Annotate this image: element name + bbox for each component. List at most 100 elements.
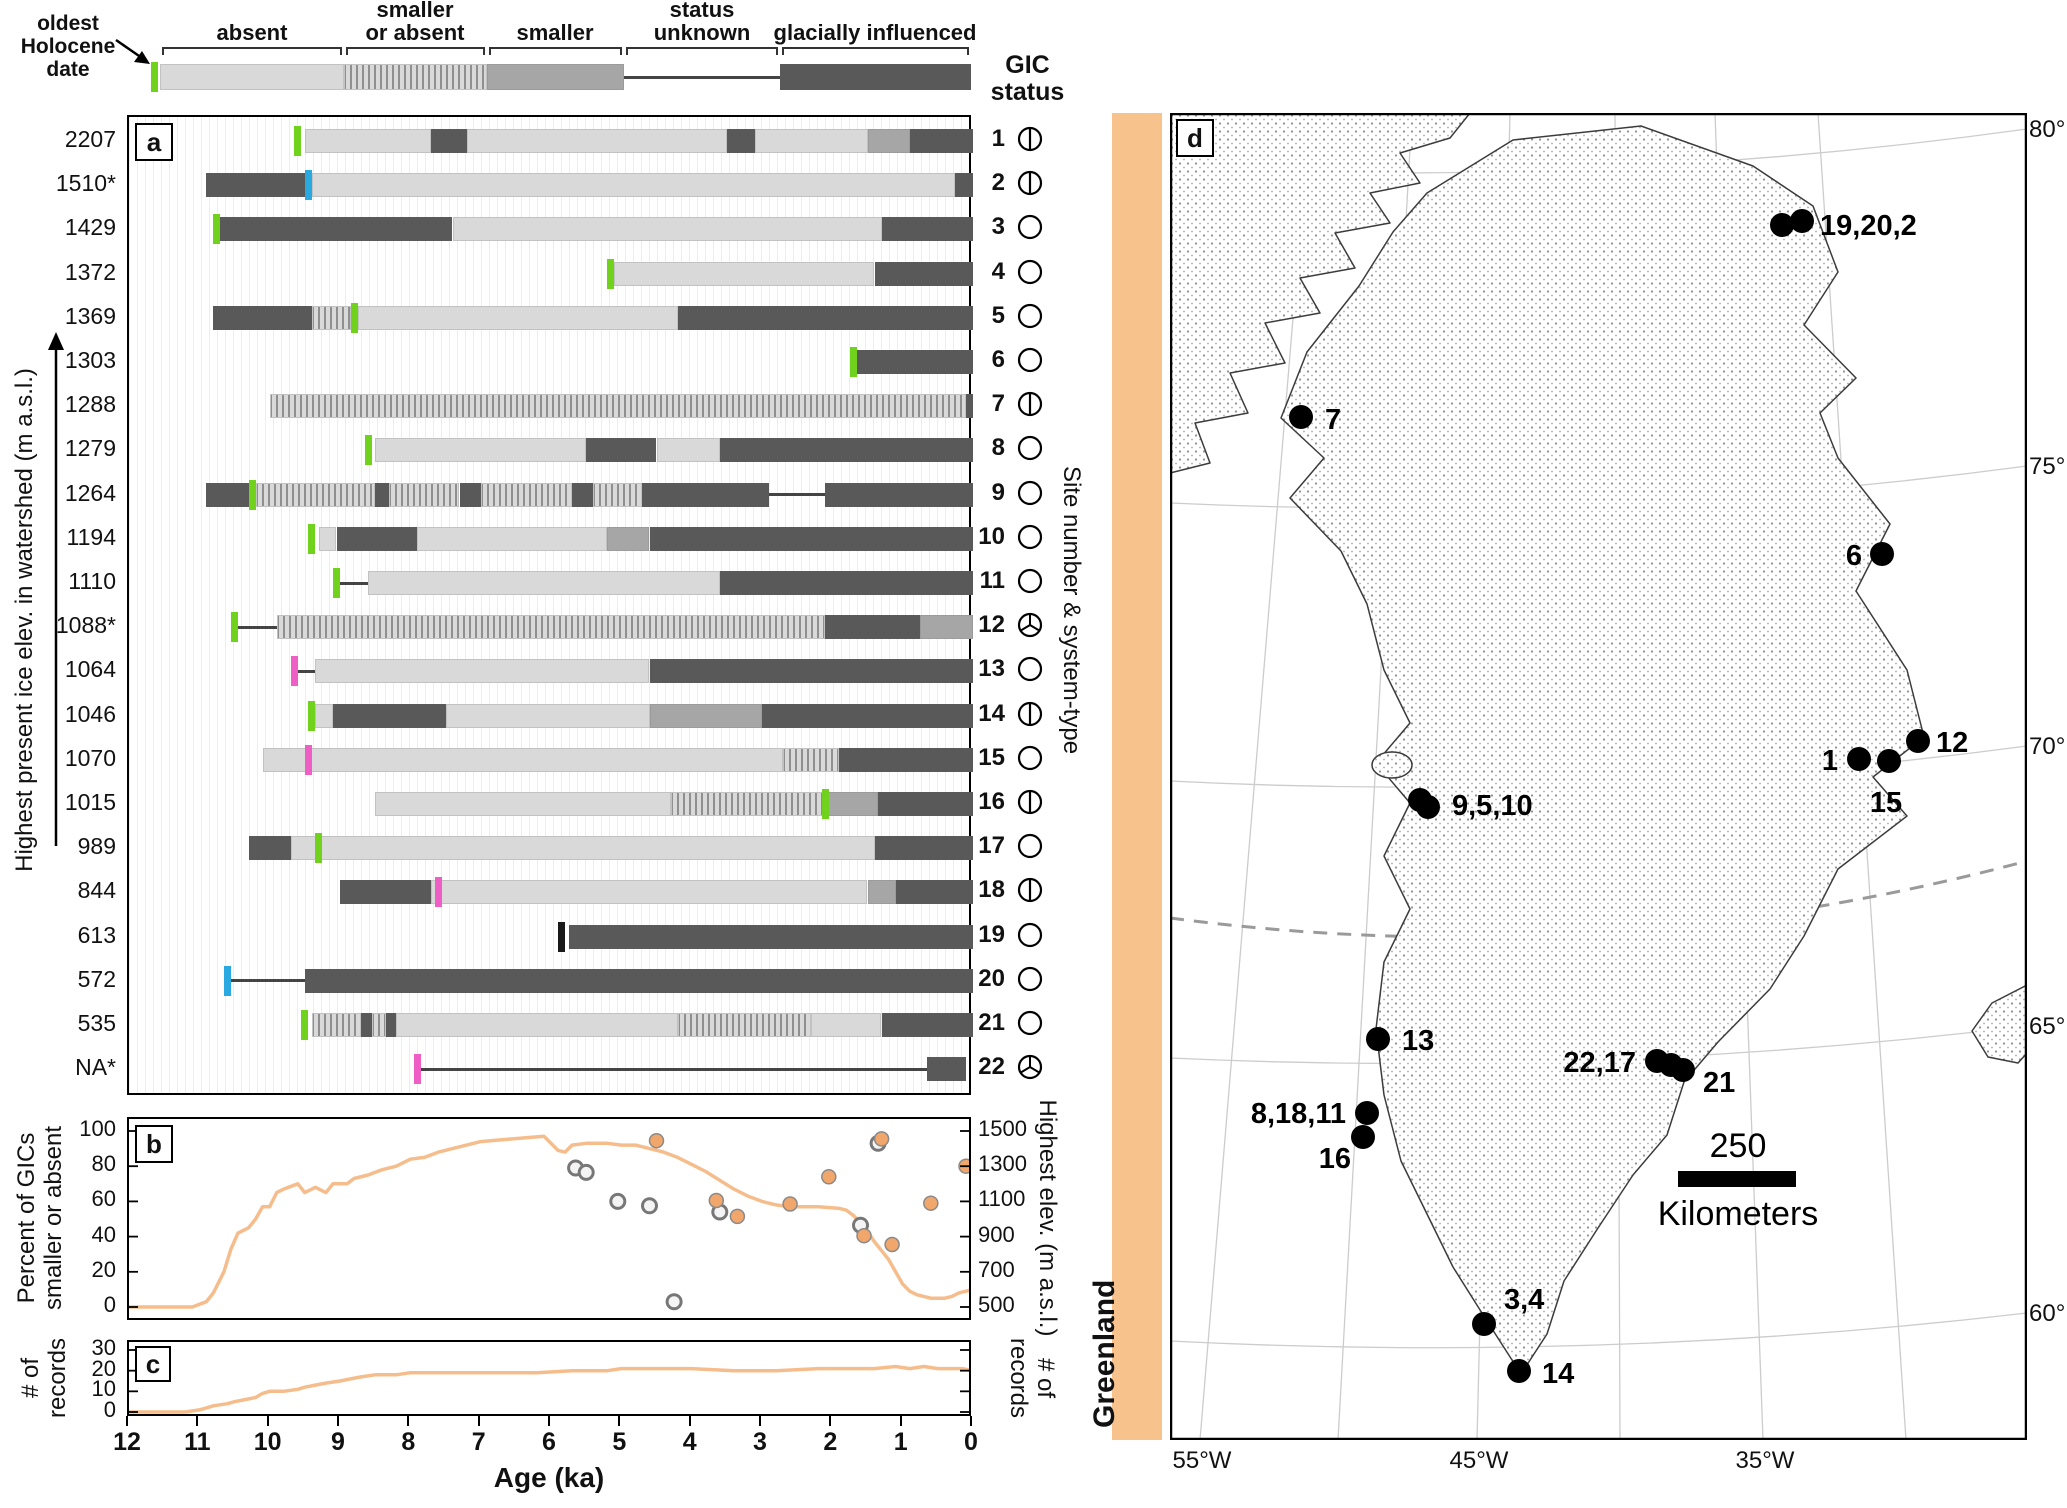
gic-segment-ab bbox=[445, 703, 650, 728]
system-type-tri-icon bbox=[1017, 1055, 1043, 1080]
site-number: 9 bbox=[991, 478, 1005, 506]
elevation-label: NA* bbox=[75, 1054, 116, 1081]
gic-segment-sa bbox=[276, 615, 826, 640]
gic-segment-ab bbox=[304, 129, 432, 153]
panel-b-right-tick-label: 1100 bbox=[978, 1186, 1026, 1212]
gic-segment-ab bbox=[290, 836, 875, 861]
elevation-dot-gray bbox=[641, 1197, 658, 1215]
elevation-label: 1279 bbox=[64, 435, 116, 462]
panel-b-left-tick-label: 20 bbox=[91, 1256, 116, 1282]
panel-b-right-tick-label: 900 bbox=[978, 1221, 1015, 1247]
scale-unit: Kilometers bbox=[1658, 1195, 1819, 1233]
system-type-vline-icon bbox=[1017, 701, 1043, 726]
x-tick-label: 2 bbox=[823, 1428, 838, 1456]
system-type-symbol bbox=[1015, 787, 1045, 817]
oldest-date-tick bbox=[213, 214, 221, 245]
site-number: 15 bbox=[978, 743, 1005, 771]
site-marker-label: 15 bbox=[1870, 787, 1902, 819]
legend-category-status-unknown: status unknown bbox=[653, 0, 751, 45]
gic-segment-ab bbox=[315, 703, 333, 728]
oldest-date-tick bbox=[607, 258, 615, 289]
map-frame bbox=[1169, 112, 2028, 1441]
oldest-date-arrow-icon bbox=[115, 38, 150, 64]
elevation-label: 613 bbox=[77, 921, 116, 948]
system-type-symbol bbox=[1015, 699, 1045, 729]
gic-segment-gl bbox=[719, 571, 973, 595]
gic-segment-gl bbox=[895, 880, 973, 905]
gic-segment-sa bbox=[783, 747, 840, 772]
site-number: 6 bbox=[991, 346, 1005, 373]
gic-segment-gl bbox=[909, 129, 973, 153]
elevation-label: 1110 bbox=[68, 568, 116, 594]
system-type-symbol bbox=[1015, 743, 1045, 773]
site-marker-dot bbox=[1472, 1312, 1496, 1336]
panel-a-plot bbox=[129, 117, 974, 1093]
gic-segment-sa bbox=[480, 482, 573, 507]
elevation-label: 1015 bbox=[64, 789, 116, 815]
gic-segment-gl bbox=[568, 924, 973, 949]
site-number: 8 bbox=[991, 434, 1005, 462]
site-marker-dot bbox=[1355, 1101, 1379, 1125]
x-tick-label: 9 bbox=[331, 1428, 345, 1456]
site-marker-dot bbox=[1416, 795, 1440, 819]
x-tick-label: 7 bbox=[471, 1428, 486, 1456]
gic-segment-sa bbox=[311, 305, 351, 330]
panel-c-left-tick-label: 10 bbox=[91, 1376, 116, 1402]
gic-segment-gl bbox=[304, 968, 973, 993]
oldest-date-tick bbox=[333, 568, 340, 598]
gic-segment-un bbox=[234, 625, 277, 629]
oldest-date-tick bbox=[231, 612, 238, 643]
x-tick-mark bbox=[477, 1416, 480, 1426]
gic-segment-sm bbox=[920, 615, 974, 640]
x-tick-mark bbox=[337, 1416, 339, 1426]
gic-segment-ab bbox=[417, 526, 608, 551]
panel-a: a bbox=[127, 115, 974, 1095]
panel-b-right-tick-label: 1500 bbox=[978, 1116, 1027, 1141]
greenland-band: Greenland bbox=[1088, 113, 1162, 1440]
panel-c-svg bbox=[129, 1349, 974, 1414]
system-type-plain-icon bbox=[1017, 303, 1043, 328]
system-type-plain-icon bbox=[1017, 480, 1043, 505]
gic-segment-gl bbox=[206, 173, 305, 198]
oldest-date-tick bbox=[308, 523, 316, 554]
site-marker-dot bbox=[1847, 747, 1871, 771]
elevation-axis-arrow-icon bbox=[48, 332, 64, 846]
site-number: 13 bbox=[978, 655, 1005, 683]
gic-segment-gl bbox=[206, 482, 249, 507]
elevation-dot-orange bbox=[856, 1227, 872, 1244]
system-type-symbol bbox=[1015, 920, 1045, 950]
panel-c-right-axis-title: # of records bbox=[1005, 1337, 1059, 1419]
site-marker-dot bbox=[1770, 213, 1794, 237]
gic-segment-gl bbox=[572, 482, 594, 507]
legend-oldest-date-tick bbox=[151, 62, 158, 92]
legend-bracket bbox=[346, 47, 485, 55]
x-tick-label: 12 bbox=[113, 1428, 141, 1456]
x-tick-label: 5 bbox=[612, 1428, 627, 1456]
gic-segment-ab bbox=[262, 747, 784, 772]
gic-segment-gl bbox=[726, 129, 755, 153]
gic-segment-sm bbox=[867, 129, 910, 153]
oldest-date-tick bbox=[224, 965, 231, 996]
x-tick-mark bbox=[407, 1416, 410, 1426]
x-tick-mark bbox=[829, 1416, 832, 1426]
gic-segment-un bbox=[297, 669, 316, 673]
legend-category-absent: absent bbox=[216, 20, 288, 45]
latitude-label: 80°N bbox=[2029, 116, 2067, 143]
panel-a-elev-column: 2207 1510* 1429 1372 1369 1303 1288 1279 1264 119… bbox=[0, 115, 120, 1095]
elevation-dot-orange bbox=[923, 1195, 939, 1211]
site-number: 3 bbox=[991, 213, 1005, 241]
x-tick-label: 0 bbox=[964, 1428, 978, 1456]
gic-segment-ab bbox=[452, 217, 882, 242]
site-marker-label: 22,17 bbox=[1563, 1047, 1636, 1079]
arctic-circle-line bbox=[1169, 859, 2028, 939]
site-marker-dot bbox=[1906, 729, 1930, 753]
site-marker-label: 9,5,10 bbox=[1452, 790, 1533, 822]
oldest-date-tick bbox=[304, 744, 312, 775]
site-marker-label: 12 bbox=[1936, 727, 1968, 759]
site-number: 12 bbox=[978, 611, 1005, 639]
site-number: 20 bbox=[978, 964, 1005, 992]
system-type-symbol bbox=[1015, 1008, 1045, 1038]
gic-segment-gl bbox=[825, 615, 921, 640]
oldest-line1: oldest bbox=[37, 12, 99, 35]
site-marker-dot bbox=[1507, 1359, 1531, 1383]
